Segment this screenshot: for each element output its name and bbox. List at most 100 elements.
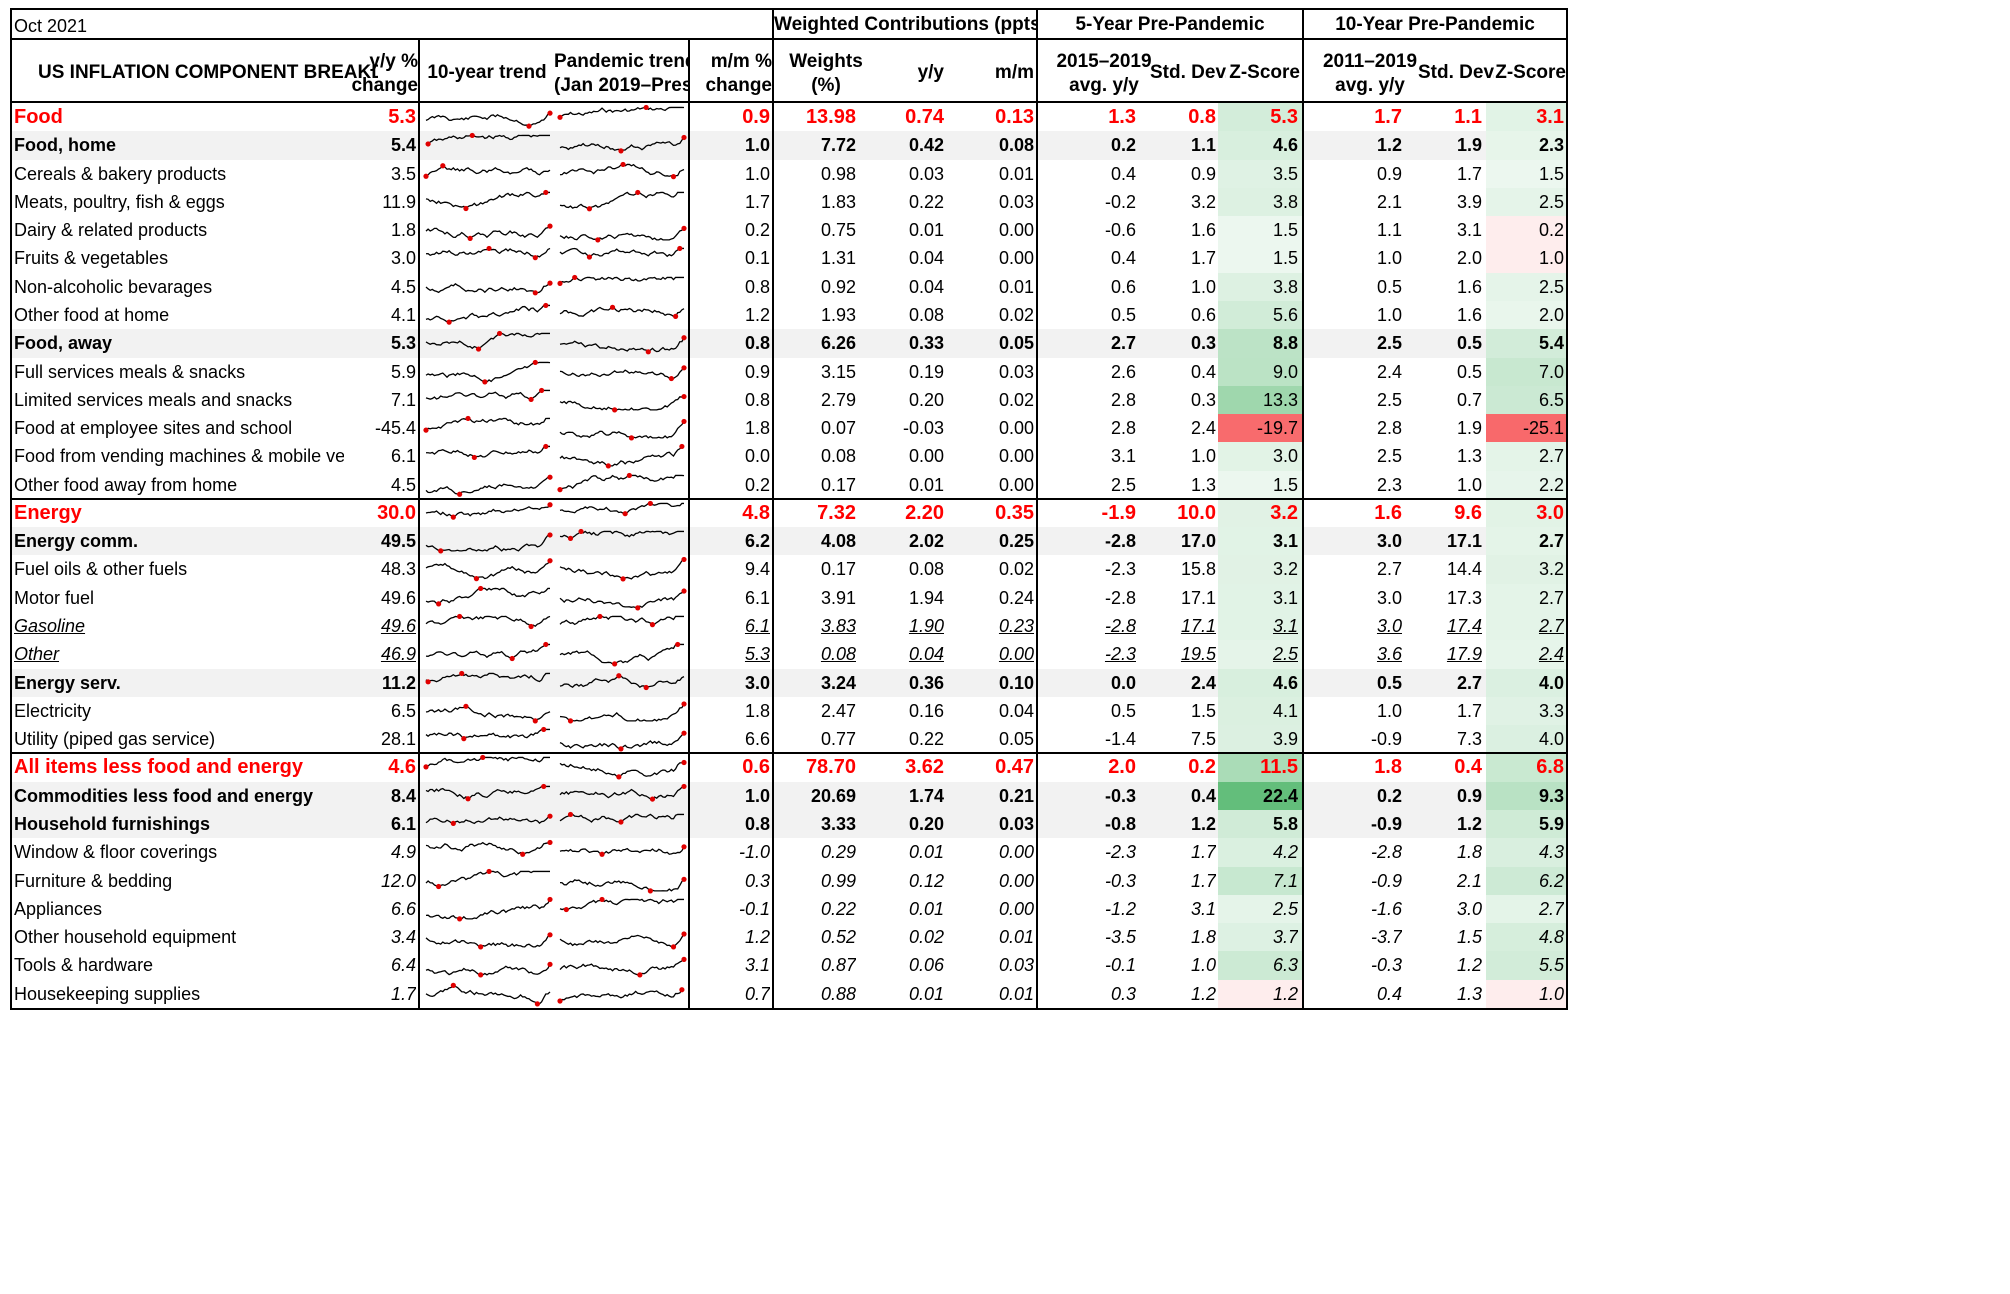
avg-10y: 2.8 [1326,418,1402,440]
trend-high-marker [681,394,686,399]
trend-line [426,965,550,976]
z-score-10y: 5.4 [1486,333,1564,355]
pandemic-trend-sparkline [558,869,686,893]
weighted-yy: 0.74 [880,107,944,129]
trend-line [426,843,550,855]
trend-low-marker [438,548,443,553]
col-header-avg10-line1: 2011–2019 [1310,50,1430,74]
pandemic-trend-sparkline [558,501,686,525]
col-header-z5: Z-Score [1220,63,1300,87]
z-score-10y: 3.3 [1486,701,1564,723]
trend-line [560,934,684,947]
col-header-avg5-line2: avg. y/y [1044,74,1164,98]
weight: 0.99 [776,871,856,893]
std-dev-5y: 10.0 [1140,503,1216,525]
z-score-5y: 3.2 [1220,503,1298,525]
mm-change: 0.9 [690,107,770,129]
ten-year-trend-sparkline [424,190,552,214]
weighted-mm: 0.10 [950,673,1034,695]
z-score-5y: 5.6 [1220,305,1298,327]
trend-high-marker [568,812,573,817]
right-border [1566,8,1568,1010]
std-dev-10y: 1.7 [1404,164,1482,186]
weighted-mm: 0.00 [950,475,1034,497]
ten-year-trend-sparkline [424,416,552,440]
weighted-mm: 0.03 [950,814,1034,836]
std-dev-10y: 9.6 [1404,503,1482,525]
yy-change: 11.2 [330,673,416,695]
trend-high-marker [543,303,548,308]
mm-change: 1.0 [690,135,770,157]
weighted-mm: 0.02 [950,390,1034,412]
trend-high-marker [679,987,684,992]
trend-line [426,535,550,551]
avg-10y: 0.9 [1326,164,1402,186]
trend-low-marker [671,174,676,179]
trend-high-marker [681,844,686,849]
weighted-mm: 0.21 [950,786,1034,808]
avg-5y: -2.3 [1060,644,1136,666]
trend-low-marker [535,1001,540,1006]
pandemic-trend-sparkline [558,105,686,129]
trend-low-marker [476,347,481,352]
col-header-wmm: m/m [950,63,1034,87]
std-dev-5y: 1.7 [1140,248,1216,270]
weighted-yy: 0.03 [880,164,944,186]
weighted-yy: 0.04 [880,277,944,299]
trend-low-marker [618,746,623,751]
weight: 3.91 [776,588,856,610]
mm-change: 0.8 [690,277,770,299]
z-score-5y: 5.8 [1220,814,1298,836]
std-dev-10y: 1.6 [1404,277,1482,299]
mm-change: 6.1 [690,616,770,638]
avg-5y: 0.4 [1060,248,1136,270]
weighted-yy: 0.00 [880,446,944,468]
std-dev-5y: 2.4 [1140,418,1216,440]
z-score-10y: 2.4 [1486,644,1564,666]
col-header-sd10: Std. Dev. [1418,63,1494,87]
avg-10y: 0.5 [1326,673,1402,695]
ten-year-trend-sparkline [424,671,552,695]
std-dev-10y: 3.0 [1404,899,1482,921]
weight: 0.17 [776,475,856,497]
row-label: Motor fuel [14,588,344,610]
trend-high-marker [541,727,546,732]
z-score-5y: 3.1 [1220,616,1298,638]
row-label: Fruits & vegetables [14,248,344,270]
std-dev-5y: 1.2 [1140,984,1216,1006]
weighted-yy: 0.01 [880,842,944,864]
trend-line [560,847,684,854]
weighted-mm: 0.00 [950,842,1034,864]
std-dev-10y: 1.8 [1404,842,1482,864]
row-label: Food, away [14,333,344,355]
weighted-yy: 0.04 [880,644,944,666]
weight: 2.47 [776,701,856,723]
avg-10y: 2.1 [1326,192,1402,214]
z-score-5y: 9.0 [1220,362,1298,384]
trend-low-marker [461,736,466,741]
pandemic-trend-sparkline [558,642,686,666]
trend-high-marker [681,760,686,765]
pandemic-trend-sparkline [558,897,686,921]
pandemic-trend-sparkline [558,755,686,779]
trend-low-marker [568,536,573,541]
trend-high-marker [627,472,632,477]
weighted-yy: 0.02 [880,927,944,949]
trend-low-marker [533,290,538,295]
trend-low-marker [599,852,604,857]
std-dev-5y: 1.1 [1140,135,1216,157]
ten-year-trend-sparkline [424,303,552,327]
weighted-mm: 0.02 [950,305,1034,327]
weighted-yy: 0.01 [880,899,944,921]
trend-line [560,277,684,283]
trend-line [560,960,684,975]
col-header-mm-line2: change [690,74,772,98]
trend-line [426,283,550,293]
std-dev-10y: 0.7 [1404,390,1482,412]
std-dev-5y: 17.1 [1140,588,1216,610]
trend-line [426,226,550,238]
trend-line [426,334,550,350]
weight: 20.69 [776,786,856,808]
weighted-yy: 1.94 [880,588,944,610]
avg-10y: -1.6 [1326,899,1402,921]
